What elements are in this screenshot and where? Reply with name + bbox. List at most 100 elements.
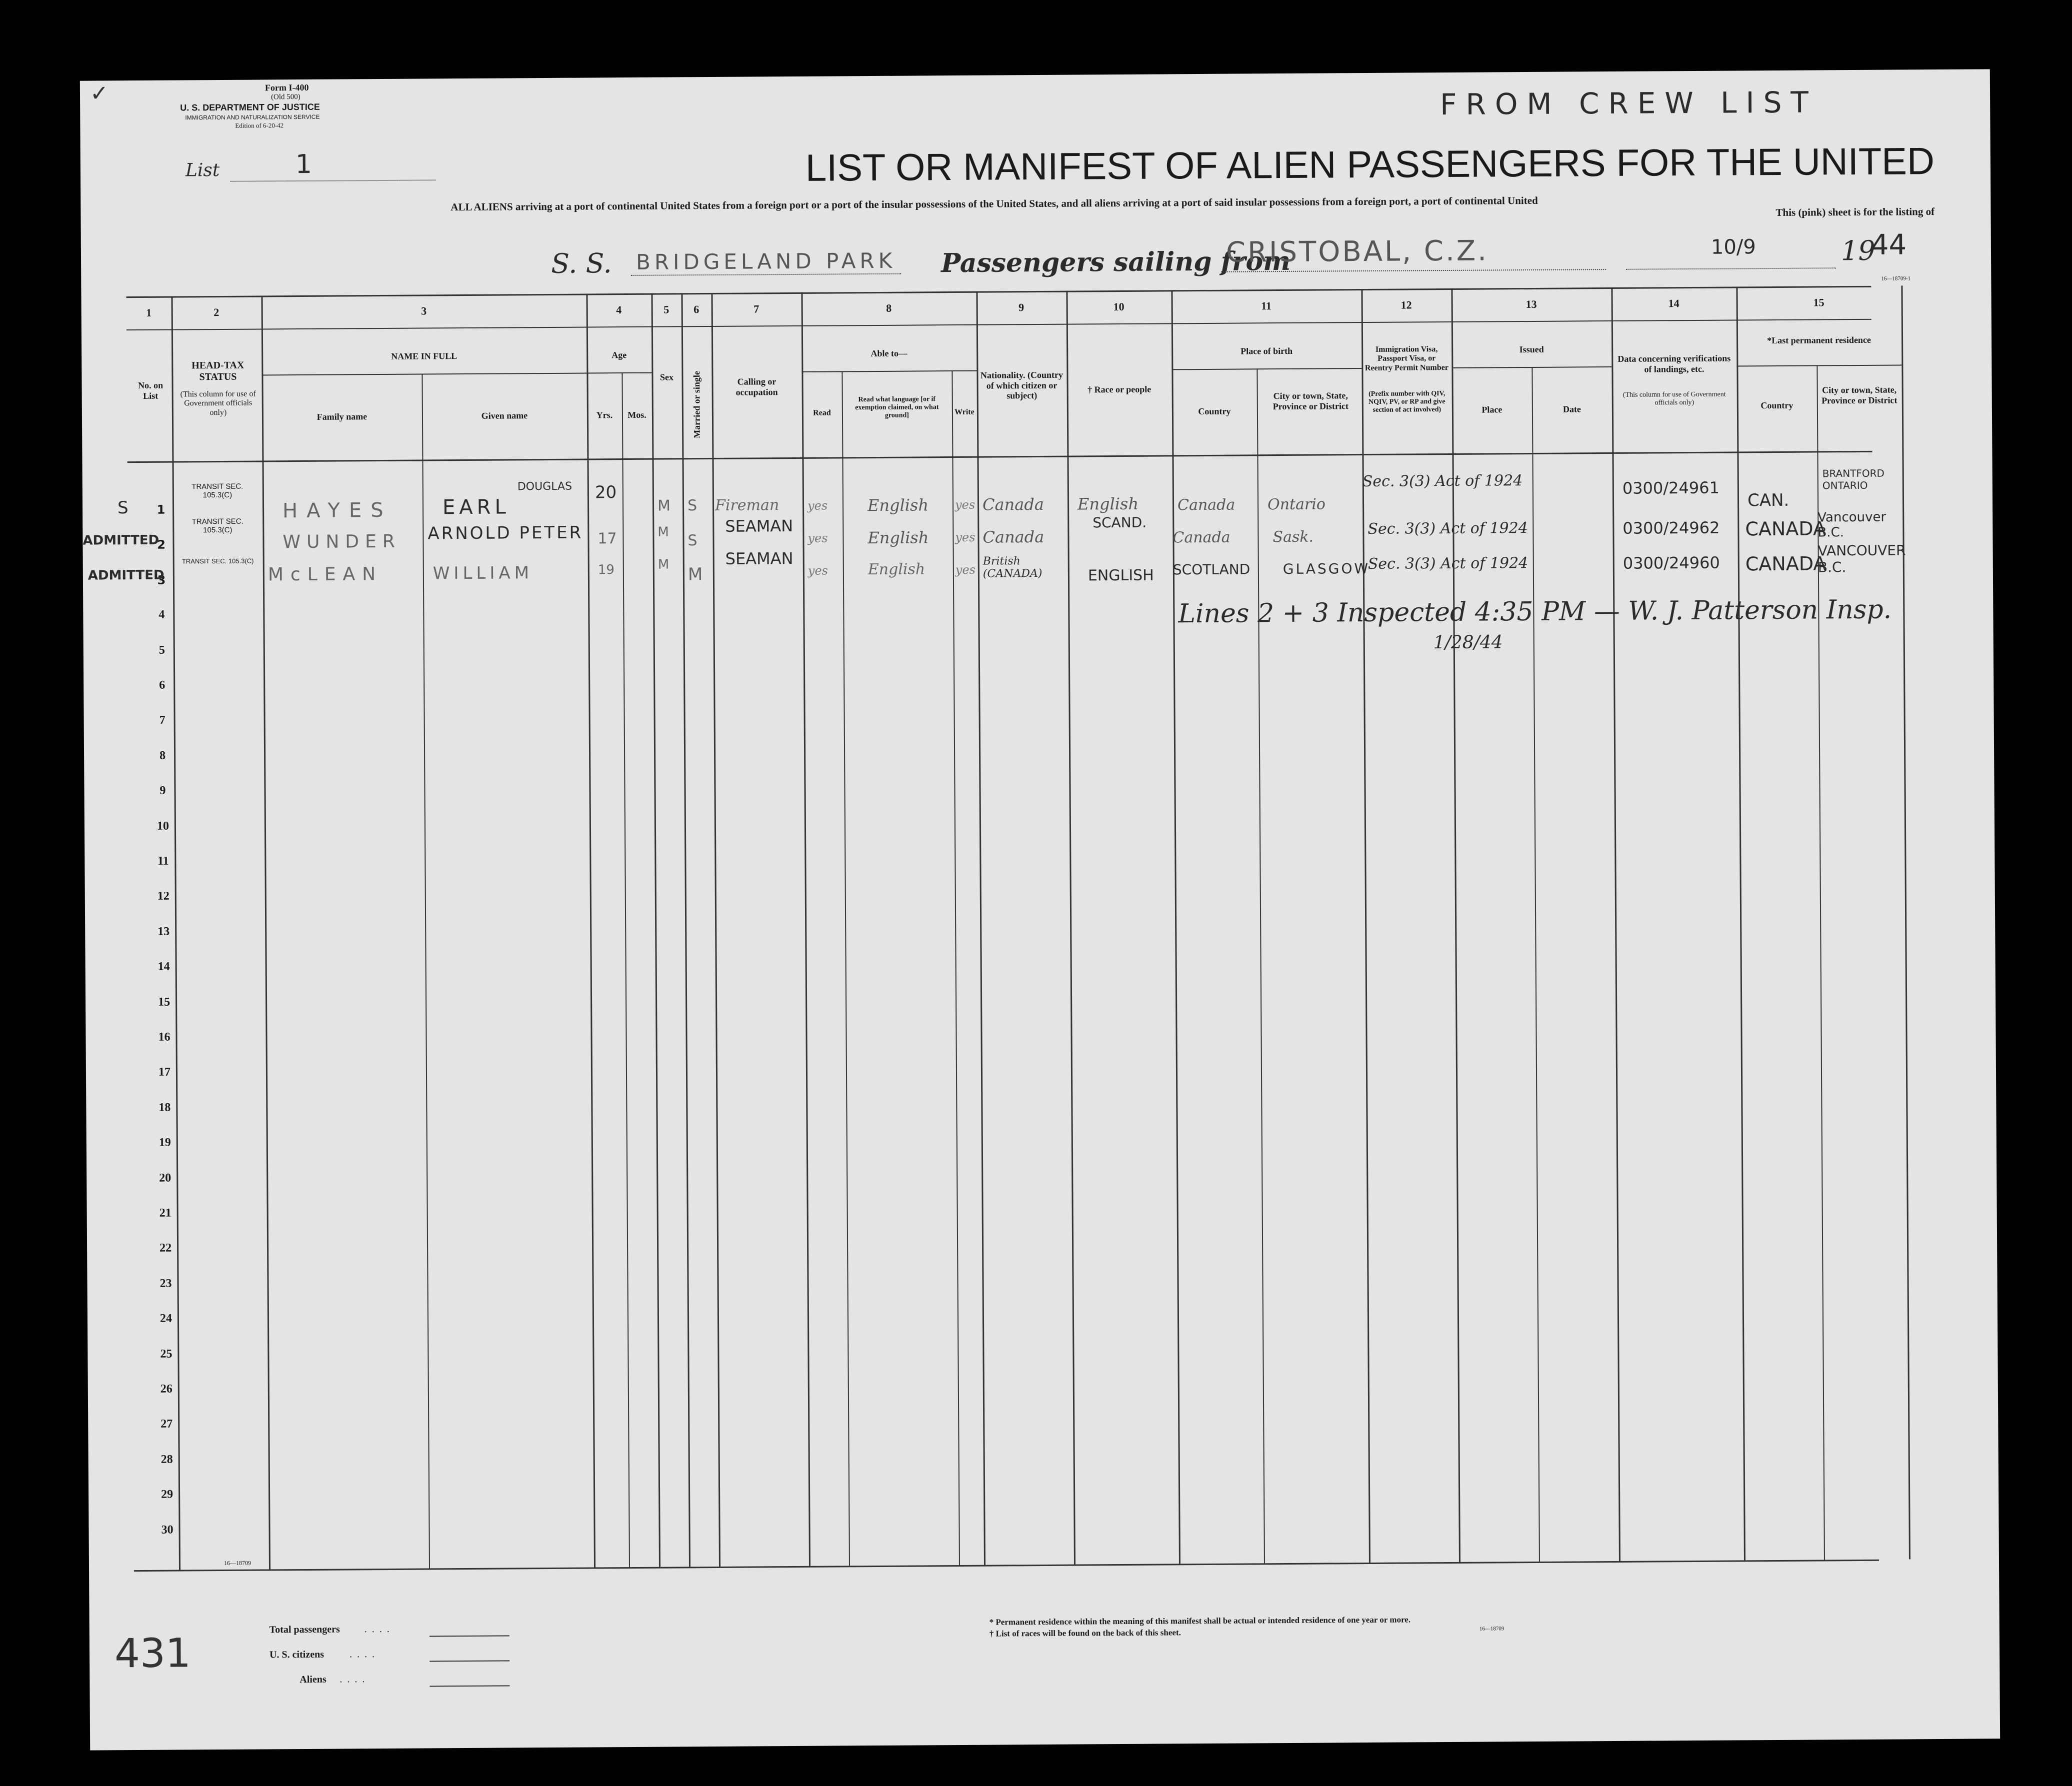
column-number: 3 — [421, 304, 427, 317]
form-code-bottom: 16—18709 — [224, 1559, 251, 1567]
header-issued: Issued — [1519, 344, 1544, 355]
margin-note-row-2: ADMITTED — [82, 532, 160, 548]
row-number: 16 — [158, 1030, 170, 1044]
given-name-row-1: EARL — [442, 495, 510, 519]
header-family-name: Family name — [316, 411, 368, 422]
res-city-row-1: BRANTFORD ONTARIO — [1822, 467, 1884, 492]
header-place-of-birth: Place of birth — [1240, 345, 1293, 356]
form-number: Form I-400 — [264, 82, 309, 93]
row-number: 14 — [158, 960, 170, 973]
row-number: 25 — [160, 1347, 172, 1361]
header-sex: Sex — [660, 372, 674, 382]
row-number: 18 — [158, 1101, 171, 1114]
race-row-3: ENGLISH — [1088, 566, 1154, 585]
visa-row-2: Sec. 3(3) Act of 1924 — [1368, 519, 1528, 538]
visa-row-3: Sec. 3(3) Act of 1924 — [1368, 554, 1528, 573]
header-married: Married or single — [692, 371, 702, 438]
language-row-1: English — [867, 495, 929, 515]
city-row-3: GLASGOW — [1282, 560, 1370, 578]
city-row-1: Ontario — [1267, 495, 1326, 514]
form-old: (Old 500) — [270, 93, 300, 101]
read-row-3: yes — [808, 563, 828, 578]
header-res-country: Country — [1760, 400, 1794, 411]
manifest-title: LIST OR MANIFEST OF ALIEN PASSENGERS FOR… — [805, 140, 1935, 189]
manifest-sheet: Form I-400 (Old 500) U. S. DEPARTMENT OF… — [80, 69, 2000, 1751]
column-number: 2 — [214, 306, 220, 319]
sailing-year-prefix: 19 — [1840, 234, 1876, 267]
header-place: Place — [1482, 404, 1502, 415]
column-number: 12 — [1400, 298, 1412, 311]
form-service: IMMIGRATION AND NATURALIZATION SERVICE — [185, 113, 320, 121]
ss-label: S. S. — [550, 247, 612, 279]
family-name-row-2: WUNDER — [282, 531, 401, 553]
header-race: † Race or people — [1088, 384, 1152, 395]
family-name-row-1: HAYES — [282, 498, 392, 523]
header-given-name: Given name — [481, 410, 528, 421]
margin-note-row-3: ADMITTED — [88, 567, 164, 583]
row-number: 8 — [160, 749, 166, 762]
sex-row-3: M — [658, 557, 670, 572]
footer-note-races: † List of races will be found on the bac… — [989, 1628, 1181, 1639]
ss-name: BRIDGELAND PARK — [636, 248, 896, 274]
row-number: 12 — [157, 890, 170, 903]
row-number: 28 — [160, 1453, 173, 1466]
header-read-what: Read what language [or if exemption clai… — [855, 395, 939, 420]
header-visa: Immigration Visa, Passport Visa, or Reen… — [1364, 345, 1448, 372]
footer-us-citizens: U. S. citizens — [270, 1649, 324, 1661]
column-number: 13 — [1526, 297, 1537, 311]
header-head-tax: HEAD-TAX STATUS — [192, 359, 244, 383]
header-data-concerning: Data concerning verifications of landing… — [1618, 353, 1731, 374]
inspection-annotation: Lines 2 + 3 Inspected 4:35 PM — W. J. Pa… — [1178, 594, 1892, 629]
row-number: 1 — [156, 502, 166, 517]
header-last-residence: *Last permanent residence — [1767, 334, 1871, 346]
header-date: Date — [1562, 404, 1581, 414]
age-row-1: 20 — [594, 482, 617, 503]
res-city-row-3: VANCOUVER B.C. — [1818, 542, 1906, 576]
column-number: 8 — [886, 301, 892, 314]
column-number: 11 — [1261, 299, 1272, 312]
column-number: 7 — [754, 302, 760, 315]
row-number: 27 — [160, 1418, 173, 1431]
row-number: 9 — [160, 784, 166, 797]
row-number: 5 — [158, 643, 165, 657]
read-row-2: yes — [808, 531, 828, 545]
given-name-extra-row-1: DOUGLAS — [517, 480, 572, 493]
column-number: 1 — [146, 306, 152, 319]
column-number: 14 — [1668, 297, 1680, 310]
handwritten-from-crew-list: FROM CREW LIST — [1440, 85, 1818, 122]
married-row-1: S — [687, 497, 698, 515]
row-number: 15 — [158, 995, 170, 1009]
age-row-3: 19 — [598, 562, 615, 578]
row-number: 7 — [159, 714, 166, 727]
sailing-year: 44 — [1870, 228, 1907, 261]
header-city: City or town, State, Province or Distric… — [1272, 390, 1349, 411]
header-nationality: Nationality. (Country of which citizen o… — [980, 369, 1064, 401]
header-no-on-list: No. on List — [138, 380, 164, 401]
verification-row-2: 0300/24962 — [1622, 518, 1720, 538]
family-name-row-3: McLEAN — [268, 564, 383, 585]
row-number: 23 — [160, 1277, 172, 1290]
write-row-1: yes — [954, 497, 976, 512]
footer-total-passengers: Total passengers — [269, 1624, 340, 1636]
footer-aliens: Aliens — [300, 1674, 326, 1686]
city-row-2: Sask. — [1272, 528, 1314, 546]
row-number: 20 — [159, 1171, 172, 1185]
header-able-to: Able to— — [870, 348, 908, 359]
form-code: 16—18709-1 — [1881, 275, 1911, 282]
row-number: 24 — [160, 1312, 172, 1325]
head-tax-status-row-3: TRANSIT SEC. 105.3(C) — [182, 557, 254, 565]
list-label: List — [185, 159, 220, 181]
head-tax-status-row-2: TRANSIT SEC. 105.3(C) — [192, 517, 244, 535]
margin-note-row-1: S — [117, 498, 128, 518]
header-res-city: City or town, State, Province or Distric… — [1822, 384, 1898, 406]
row-number: 29 — [161, 1488, 174, 1501]
res-country-row-3: CANADA — [1745, 552, 1826, 575]
column-number: 15 — [1813, 296, 1824, 309]
header-head-tax-note: (This column for use of Government offic… — [180, 389, 256, 417]
calling-row-3: SEAMAN — [725, 549, 794, 568]
header-data-note: (This column for use of Government offic… — [1622, 390, 1726, 407]
manifest-subtitle: ALL ALIENS arriving at a port of contine… — [450, 194, 1538, 213]
sailing-from: CRISTOBAL, C.Z. — [1226, 234, 1489, 269]
language-row-2: English — [868, 528, 929, 548]
race-row-2: SCAND. — [1092, 514, 1147, 531]
